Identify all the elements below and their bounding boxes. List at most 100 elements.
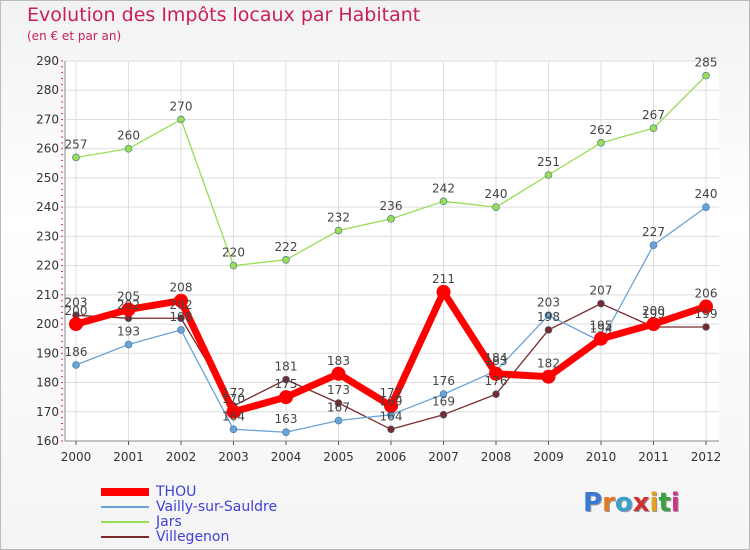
data-point-vailly-sur-sauldre bbox=[72, 361, 80, 369]
x-tick-label: 2002 bbox=[166, 450, 197, 464]
data-label-vailly-sur-sauldre: 227 bbox=[642, 225, 665, 239]
data-point-vailly-sur-sauldre bbox=[702, 203, 710, 211]
data-label-thou: 211 bbox=[432, 272, 455, 286]
data-label-villegenon: 202 bbox=[117, 298, 140, 312]
data-label-vailly-sur-sauldre: 164 bbox=[222, 409, 245, 423]
data-point-thou bbox=[489, 366, 503, 381]
data-label-jars: 262 bbox=[590, 123, 613, 137]
data-label-jars: 242 bbox=[432, 181, 455, 195]
data-label-thou: 195 bbox=[590, 319, 613, 333]
data-label-jars: 270 bbox=[170, 99, 193, 113]
data-label-villegenon: 199 bbox=[695, 307, 718, 321]
data-label-villegenon: 169 bbox=[432, 395, 455, 409]
data-point-vailly-sur-sauldre bbox=[124, 340, 133, 349]
data-point-jars bbox=[544, 171, 553, 179]
data-label-vailly-sur-sauldre: 169 bbox=[380, 395, 403, 409]
data-point-jars bbox=[72, 153, 80, 162]
data-label-thou: 172 bbox=[380, 386, 403, 400]
y-tick-label: 250 bbox=[36, 171, 59, 185]
legend-swatch-jars bbox=[101, 521, 149, 523]
data-label-vailly-sur-sauldre: 198 bbox=[170, 310, 193, 324]
chart-subtitle: (en € et par an) bbox=[27, 29, 122, 43]
y-tick-label: 210 bbox=[36, 288, 59, 302]
data-point-vailly-sur-sauldre bbox=[229, 425, 238, 434]
data-point-vailly-sur-sauldre bbox=[439, 390, 448, 399]
data-label-villegenon: 176 bbox=[485, 374, 508, 388]
data-label-thou: 205 bbox=[117, 289, 140, 303]
y-tick-label: 180 bbox=[36, 376, 59, 390]
y-tick-label: 240 bbox=[36, 200, 59, 214]
legend-label-thou: THOU bbox=[156, 484, 197, 500]
data-point-villegenon bbox=[597, 299, 605, 308]
data-point-jars bbox=[387, 215, 395, 223]
data-label-thou: 182 bbox=[537, 357, 560, 371]
x-tick-label: 2005 bbox=[323, 450, 354, 464]
data-point-jars bbox=[282, 255, 290, 264]
data-point-jars bbox=[649, 124, 658, 133]
data-point-thou bbox=[174, 293, 188, 308]
data-label-villegenon: 198 bbox=[537, 310, 560, 324]
data-label-vailly-sur-sauldre: 203 bbox=[537, 295, 560, 309]
data-label-jars: 232 bbox=[327, 211, 350, 225]
data-point-villegenon bbox=[334, 399, 343, 407]
legend-label-jars: Jars bbox=[156, 514, 182, 530]
data-label-jars: 222 bbox=[275, 240, 298, 254]
data-label-thou: 206 bbox=[695, 287, 718, 301]
legend-swatch-villegenon bbox=[101, 536, 149, 538]
data-point-thou bbox=[436, 284, 451, 299]
data-label-thou: 200 bbox=[642, 304, 665, 318]
data-label-jars: 285 bbox=[695, 56, 718, 70]
data-point-thou bbox=[646, 317, 661, 332]
data-label-villegenon: 207 bbox=[590, 284, 613, 298]
data-point-villegenon bbox=[387, 425, 395, 434]
x-tick-label: 2001 bbox=[113, 450, 144, 464]
data-point-villegenon bbox=[492, 390, 500, 399]
data-point-thou bbox=[279, 390, 293, 405]
data-label-villegenon: 203 bbox=[65, 295, 88, 309]
y-tick-label: 270 bbox=[36, 112, 59, 126]
data-label-vailly-sur-sauldre: 186 bbox=[65, 345, 88, 359]
x-tick-label: 2011 bbox=[638, 450, 669, 464]
data-label-jars: 220 bbox=[222, 246, 245, 260]
data-point-jars bbox=[229, 261, 238, 270]
data-point-jars bbox=[597, 139, 605, 147]
data-point-vailly-sur-sauldre bbox=[282, 428, 290, 437]
data-point-thou bbox=[384, 398, 398, 413]
data-label-thou: 183 bbox=[485, 354, 508, 368]
y-tick-label: 260 bbox=[36, 142, 59, 156]
y-tick-label: 160 bbox=[36, 434, 59, 448]
x-tick-label: 2012 bbox=[691, 450, 722, 464]
data-point-vailly-sur-sauldre bbox=[649, 241, 658, 249]
data-point-thou bbox=[69, 317, 83, 332]
data-label-villegenon: 181 bbox=[275, 360, 298, 374]
data-label-vailly-sur-sauldre: 163 bbox=[275, 412, 298, 426]
data-label-thou: 200 bbox=[65, 304, 88, 318]
data-point-villegenon bbox=[282, 375, 290, 384]
data-point-villegenon bbox=[439, 410, 448, 419]
y-tick-label: 200 bbox=[36, 317, 59, 331]
x-tick-label: 2010 bbox=[586, 450, 617, 464]
data-label-vailly-sur-sauldre: 167 bbox=[327, 401, 350, 415]
y-tick-label: 190 bbox=[36, 346, 59, 360]
x-tick-label: 2008 bbox=[481, 450, 512, 464]
data-label-thou: 175 bbox=[275, 377, 298, 391]
legend-label-vailly-sur-sauldre: Vailly-sur-Sauldre bbox=[156, 499, 278, 515]
data-point-vailly-sur-sauldre bbox=[544, 311, 553, 320]
data-point-thou bbox=[594, 331, 608, 346]
data-point-thou bbox=[699, 299, 713, 314]
data-point-villegenon bbox=[177, 314, 185, 323]
data-point-thou bbox=[121, 302, 136, 317]
data-label-villegenon: 173 bbox=[327, 383, 350, 397]
data-point-vailly-sur-sauldre bbox=[177, 326, 185, 334]
proxiti-logo: Proxiti bbox=[583, 488, 680, 518]
data-label-vailly-sur-sauldre: 240 bbox=[695, 187, 718, 201]
data-point-villegenon bbox=[702, 323, 710, 331]
data-label-jars: 267 bbox=[642, 108, 665, 122]
x-tick-label: 2000 bbox=[61, 450, 92, 464]
data-label-jars: 236 bbox=[380, 199, 403, 213]
y-tick-label: 290 bbox=[36, 54, 59, 68]
y-tick-label: 170 bbox=[36, 405, 59, 419]
y-tick-label: 220 bbox=[36, 259, 59, 273]
